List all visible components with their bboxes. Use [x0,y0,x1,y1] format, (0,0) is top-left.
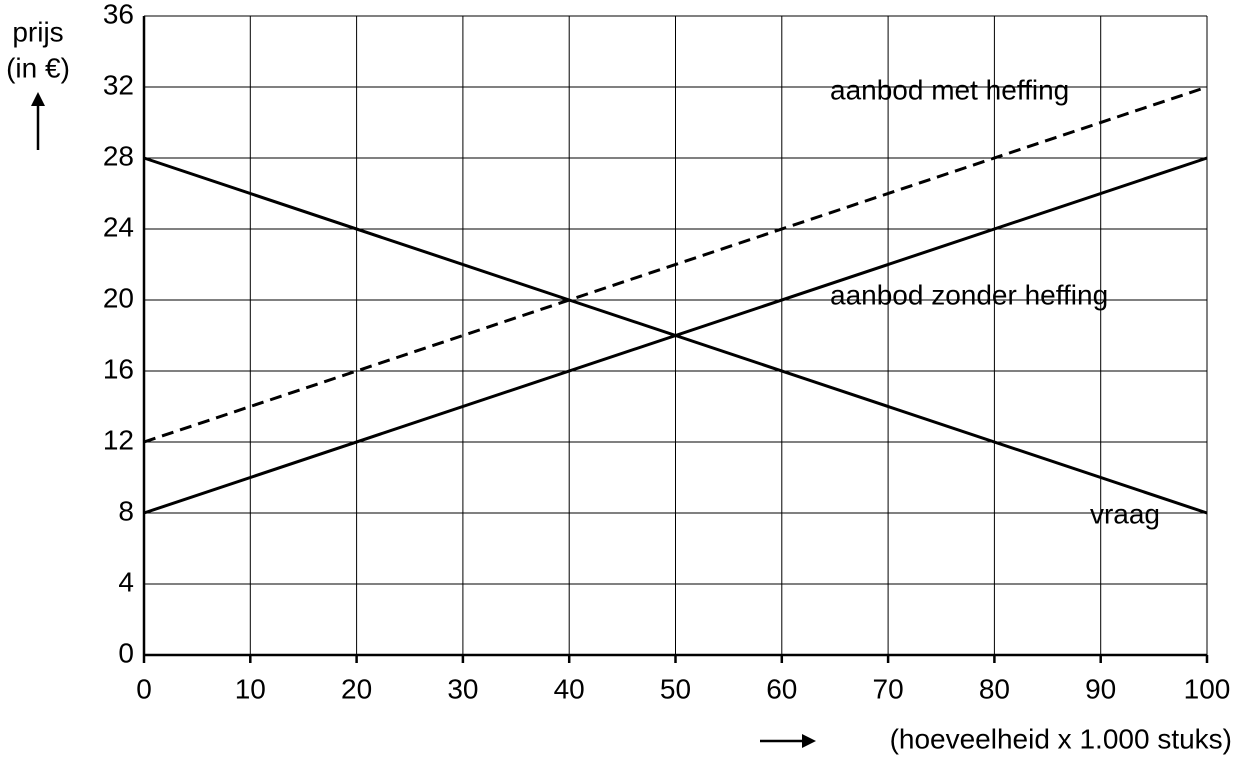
x-axis-label: (hoeveelheid x 1.000 stuks) [890,723,1232,754]
y-tick-label: 0 [118,637,134,668]
y-axis-label: (in €) [6,52,70,83]
y-axis-label: prijs [12,16,63,47]
y-tick-label: 4 [118,566,134,597]
line-series [143,156,1208,515]
x-tick-label: 80 [979,673,1010,704]
series-label: vraag [1090,498,1160,529]
y-tick-label: 24 [103,211,134,242]
x-tick-label: 0 [136,673,152,704]
x-tick-label: 90 [1085,673,1116,704]
y-tick-label: 32 [103,69,134,100]
x-tick-label: 10 [235,673,266,704]
y-tick-label: 8 [118,495,134,526]
y-axis-arrow-head [31,92,45,106]
series-label: aanbod met heffing [830,74,1069,105]
x-tick-label: 60 [766,673,797,704]
x-tick-label: 40 [554,673,585,704]
x-tick-label: 70 [873,673,904,704]
y-tick-label: 36 [103,0,134,29]
x-tick-label: 20 [341,673,372,704]
x-tick-label: 30 [447,673,478,704]
y-tick-label: 12 [103,424,134,455]
y-tick-label: 16 [103,353,134,384]
x-tick-label: 100 [1184,673,1231,704]
x-tick-label: 50 [660,673,691,704]
y-tick-label: 20 [103,282,134,313]
y-tick-label: 28 [103,140,134,171]
series-label: aanbod zonder heffing [830,279,1108,310]
line-series [143,85,1208,444]
x-axis-arrow-head [802,734,816,748]
